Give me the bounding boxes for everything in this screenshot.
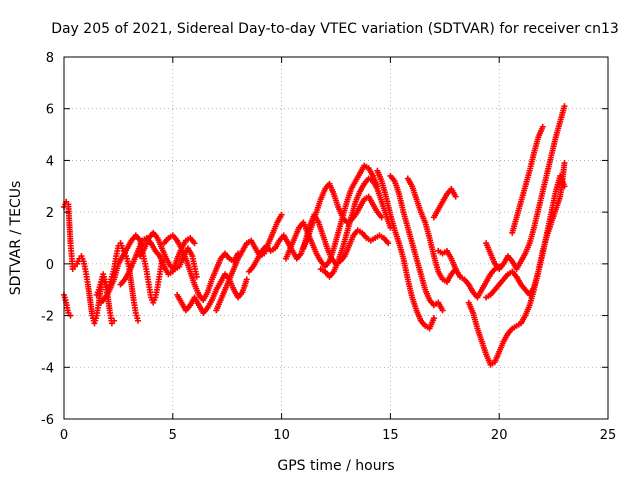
- series-track-v: [483, 172, 568, 301]
- y-axis-label: SDTVAR / TECUs: [8, 181, 24, 296]
- x-tick-label: 20: [491, 428, 508, 443]
- series-track-j: [213, 211, 285, 314]
- y-tick-label: -6: [41, 413, 54, 428]
- series-track-l: [282, 162, 381, 270]
- y-tick-label: -4: [41, 361, 54, 376]
- axis-ticks: [63, 56, 609, 420]
- series-track-o: [374, 167, 437, 332]
- y-tick-label: 8: [46, 51, 54, 66]
- x-axis-label: GPS time / hours: [277, 458, 394, 474]
- data-point-marker: [111, 317, 118, 324]
- data-point-marker: [561, 160, 568, 167]
- series-track-h: [161, 232, 242, 304]
- series-track-m: [300, 180, 385, 252]
- data-point-marker: [452, 193, 459, 200]
- data-point-marker: [278, 211, 285, 218]
- data-point-marker: [561, 183, 568, 190]
- y-tick-label: 2: [46, 206, 54, 221]
- series-track-w: [509, 123, 546, 236]
- data-point-marker: [134, 317, 141, 324]
- x-tick-labels: 0 5 10 15 20 25: [60, 428, 616, 443]
- data-point-marker: [539, 123, 546, 130]
- series-track-u: [483, 103, 568, 273]
- data-point-marker: [243, 276, 250, 283]
- data-point-marker: [385, 240, 392, 247]
- data-point-marker: [561, 103, 568, 110]
- series-track-n: [317, 175, 394, 280]
- series-track-a: [61, 291, 74, 319]
- series-track-p: [387, 172, 446, 314]
- data-point-marker: [439, 307, 446, 314]
- series-track-g: [137, 229, 200, 280]
- x-tick-label: 0: [60, 428, 68, 443]
- series-track-f: [117, 235, 198, 288]
- y-tick-labels: -6 -4 -2 0 2 4 6 8: [41, 51, 54, 428]
- y-tick-label: 0: [46, 258, 54, 273]
- data-point-marker: [191, 240, 198, 247]
- y-tick-label: 6: [46, 103, 54, 118]
- y-tick-label: 4: [46, 154, 54, 169]
- series-track-i: [174, 271, 250, 316]
- x-tick-label: 5: [169, 428, 177, 443]
- data-points: [61, 103, 568, 368]
- series-track-d: [93, 240, 141, 324]
- data-point-marker: [378, 214, 385, 221]
- chart-title: Day 205 of 2021, Sidereal Day-to-day VTE…: [51, 21, 619, 37]
- x-tick-label: 15: [382, 428, 399, 443]
- series-track-b: [61, 198, 76, 273]
- series-track-s: [435, 247, 503, 301]
- x-tick-label: 25: [600, 428, 617, 443]
- plot-frame: [63, 56, 609, 420]
- series-track-r: [430, 185, 459, 221]
- data-point-marker: [193, 273, 200, 280]
- data-point-marker: [430, 315, 437, 322]
- y-tick-label: -2: [41, 310, 54, 325]
- x-tick-label: 10: [273, 428, 290, 443]
